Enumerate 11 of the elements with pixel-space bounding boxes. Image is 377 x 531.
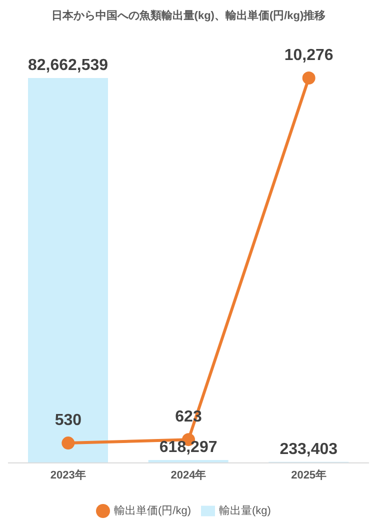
data-label: 530	[54, 412, 82, 430]
data-label: 618,297	[159, 439, 218, 456]
data-label: 10,276	[284, 47, 334, 64]
x-tick-label: 2024年	[170, 468, 206, 482]
chart-title: 日本から中国への魚類輸出量(kg)、輸出単価(円/kg)推移	[50, 8, 327, 24]
data-label: 82,662,539	[28, 57, 108, 74]
data-label: 233,403	[280, 440, 338, 458]
x-tick-label: 2025年	[291, 468, 327, 482]
legend-label: 輸出単価(円/kg)	[114, 504, 192, 517]
x-tick-label: 2023年	[50, 468, 86, 482]
legend-label: 輸出量(kg)	[219, 504, 271, 517]
